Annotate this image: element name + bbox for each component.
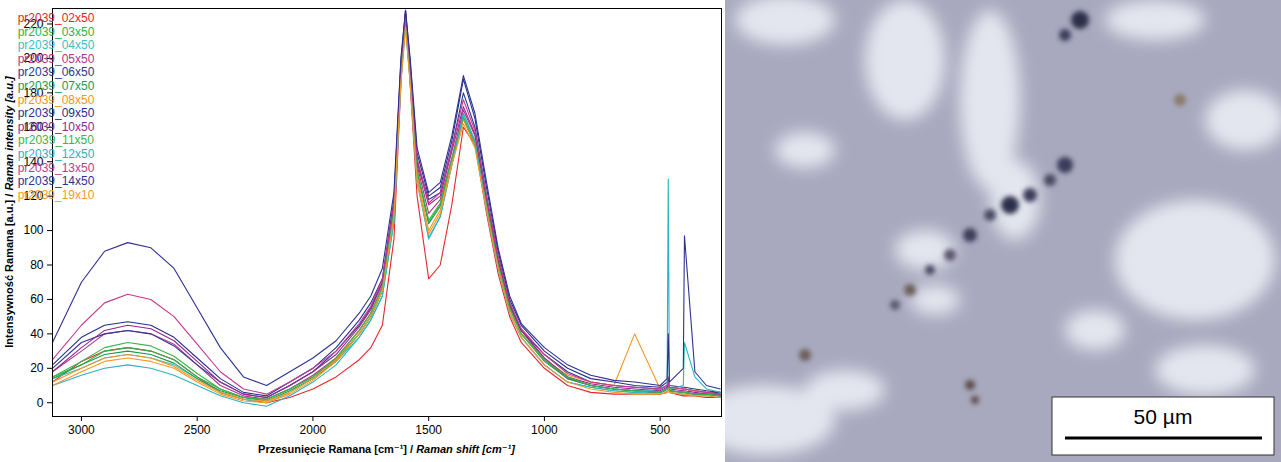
- svg-text:pr2039_09x50: pr2039_09x50: [18, 106, 95, 120]
- svg-text:pr2039_02x50: pr2039_02x50: [18, 11, 95, 25]
- svg-text:pr2039_05x50: pr2039_05x50: [18, 52, 95, 66]
- svg-text:pr2039_08x50: pr2039_08x50: [18, 93, 95, 107]
- svg-text:pr2039_04x50: pr2039_04x50: [18, 38, 95, 52]
- svg-text:1000: 1000: [531, 423, 558, 437]
- svg-text:500: 500: [650, 423, 670, 437]
- svg-text:Intensywność Ramana [a.u.] / R: Intensywność Ramana [a.u.] / Raman inten…: [3, 76, 15, 348]
- svg-text:pr2039_10x50: pr2039_10x50: [18, 120, 95, 134]
- svg-text:2500: 2500: [184, 423, 211, 437]
- svg-text:pr2039_07x50: pr2039_07x50: [18, 79, 95, 93]
- svg-text:50 µm: 50 µm: [1134, 405, 1193, 428]
- svg-text:pr2039_19x10: pr2039_19x10: [18, 188, 95, 202]
- svg-text:pr2039_14x50: pr2039_14x50: [18, 174, 95, 188]
- svg-text:100: 100: [23, 223, 43, 237]
- svg-text:1500: 1500: [415, 423, 442, 437]
- svg-text:60: 60: [30, 292, 44, 306]
- svg-text:3000: 3000: [68, 423, 95, 437]
- svg-text:40: 40: [30, 327, 44, 341]
- svg-text:2000: 2000: [300, 423, 327, 437]
- svg-text:pr2039_12x50: pr2039_12x50: [18, 147, 95, 161]
- svg-text:pr2039_13x50: pr2039_13x50: [18, 161, 95, 175]
- svg-text:pr2039_03x50: pr2039_03x50: [18, 25, 95, 39]
- svg-text:pr2039_11x50: pr2039_11x50: [18, 133, 94, 147]
- svg-text:0: 0: [37, 396, 44, 410]
- svg-text:20: 20: [30, 361, 44, 375]
- svg-text:80: 80: [30, 258, 44, 272]
- svg-text:pr2039_06x50: pr2039_06x50: [18, 65, 95, 79]
- svg-text:Przesunięcie Ramana [cm⁻¹] / R: Przesunięcie Ramana [cm⁻¹] / Raman shift…: [258, 443, 515, 455]
